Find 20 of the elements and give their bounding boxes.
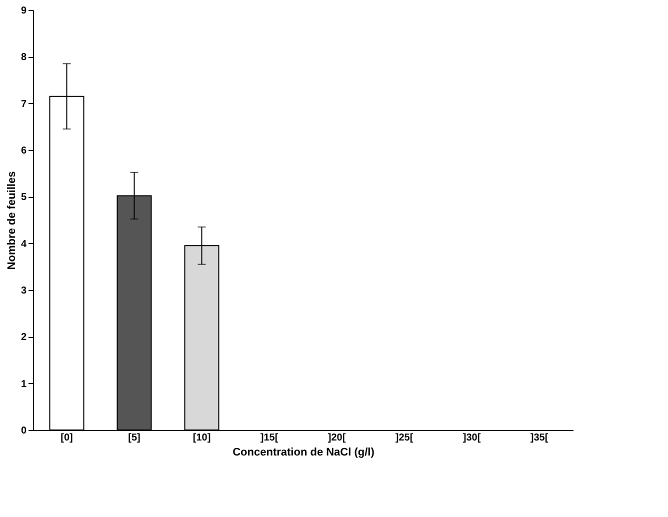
y-tick-label: 5 bbox=[20, 192, 27, 204]
y-tick-label: 0 bbox=[20, 426, 27, 436]
y-tick-label: 9 bbox=[20, 6, 27, 16]
x-tick-label: [0] bbox=[60, 432, 73, 444]
x-tick-label: [5] bbox=[128, 432, 140, 444]
x-tick-label: ]35[ bbox=[530, 432, 549, 444]
y-tick-label: 2 bbox=[20, 332, 27, 344]
y-tick-label: 1 bbox=[20, 378, 27, 390]
y-tick-label: 4 bbox=[20, 238, 27, 250]
y-axis-title: Nombre de feuilles bbox=[6, 171, 18, 270]
y-tick-label: 8 bbox=[20, 52, 27, 64]
y-tick-label: 3 bbox=[20, 286, 27, 296]
x-tick-label: [10] bbox=[192, 432, 211, 444]
x-tick-label: ]20[ bbox=[328, 432, 346, 444]
x-tick-label: ]25[ bbox=[395, 432, 414, 444]
x-tick-label: ]30[ bbox=[462, 432, 482, 444]
y-tick-label: 7 bbox=[20, 98, 27, 110]
x-axis-title: Concentration de NaCl (g/l) bbox=[232, 446, 375, 458]
x-tick-label: ]15[ bbox=[260, 432, 279, 444]
y-tick-label: 6 bbox=[20, 146, 27, 156]
